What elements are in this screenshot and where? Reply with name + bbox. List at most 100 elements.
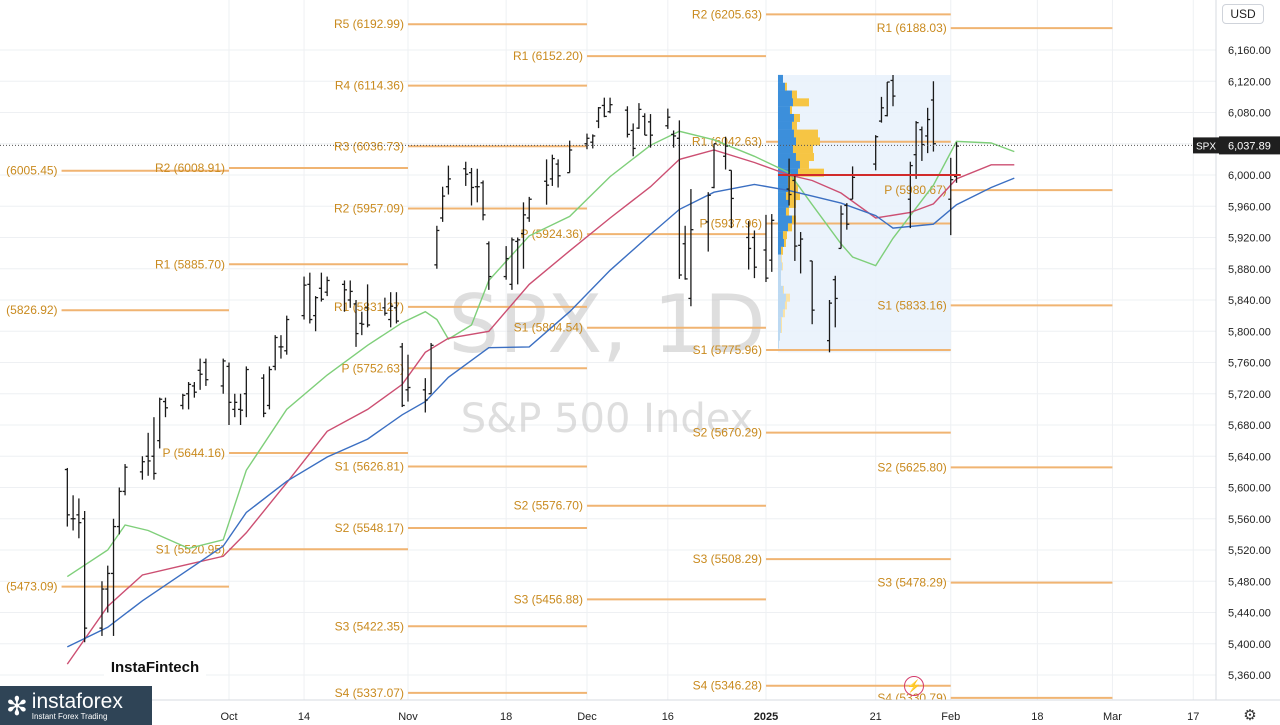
pivot-label: S1 (5626.81) (335, 460, 404, 474)
price-tick-label: 6,000.00 (1228, 170, 1271, 182)
moving-average-line-3 (66, 177, 1015, 648)
volume-profile-bar (777, 145, 793, 154)
volume-profile-bar (777, 254, 781, 263)
volume-profile-bar (787, 223, 792, 232)
value-area (777, 75, 951, 353)
volume-profile-bar (777, 231, 783, 240)
volume-profile-bar (792, 98, 809, 107)
time-tick-label: Dec (577, 711, 597, 723)
pivot-label: R4 (6114.36) (335, 79, 404, 93)
price-tick-label: 5,920.00 (1228, 233, 1271, 245)
volume-profile-bar (777, 301, 785, 310)
price-tick-label: 5,360.00 (1228, 670, 1271, 682)
volume-profile-bar (777, 278, 781, 287)
pivot-label: (5826.92) (6, 303, 57, 317)
pivot-label: S3 (5456.88) (514, 592, 583, 606)
volume-profile-bar (797, 168, 824, 177)
pivot-label: S1 (5804.54) (514, 321, 583, 335)
volume-profile-bar (784, 82, 787, 91)
time-tick-label: 21 (870, 711, 882, 723)
volume-profile-bar (793, 113, 800, 122)
volume-profile-bar (791, 90, 797, 99)
price-tick-label: 6,160.00 (1228, 45, 1271, 57)
moving-average-line-2 (66, 149, 1015, 665)
instaforex-logo-icon: ✻ (6, 690, 28, 721)
volume-profile-bar (777, 176, 788, 185)
volume-profile-bar (780, 317, 782, 326)
volume-profile-bar (780, 324, 782, 333)
time-tick-label: 18 (1031, 711, 1043, 723)
pivot-label: S2 (5625.80) (877, 460, 946, 474)
pivot-label: R5 (6192.99) (334, 17, 404, 31)
pivot-label: R1 (5885.70) (155, 257, 225, 271)
volume-profile-bar (777, 238, 784, 247)
price-tick-label: 6,120.00 (1228, 76, 1271, 88)
volume-profile-bar (780, 254, 782, 263)
volume-profile-bar (795, 137, 820, 146)
volume-profile-bar (777, 223, 788, 232)
pivot-label: P (5980.67) (884, 183, 947, 197)
volume-profile-bar (785, 207, 789, 216)
volume-profile-bar (781, 262, 783, 271)
time-tick-label: 16 (662, 711, 674, 723)
volume-profile-bar (777, 262, 782, 271)
pivot-label: S2 (5576.70) (514, 499, 583, 513)
instaforex-logo-tagline: Instant Forex Trading (31, 711, 108, 721)
volume-profile-bar (799, 160, 809, 169)
price-tick-label: 5,840.00 (1228, 295, 1271, 307)
instafintech-logo: InstaFintech (104, 646, 206, 688)
volume-profile-bar (785, 192, 800, 201)
volume-profile-bar (792, 145, 813, 154)
time-tick-label: 17 (1187, 711, 1199, 723)
pivot-label: P (5644.16) (163, 446, 226, 460)
time-tick-label: Mar (1103, 711, 1122, 723)
pivot-label: S1 (5520.95) (156, 542, 225, 556)
price-tick-label: 5,800.00 (1228, 326, 1271, 338)
price-tick-label: 5,680.00 (1228, 420, 1271, 432)
last-price-label: 6,037.89 (1228, 140, 1271, 152)
time-tick-label: Feb (941, 711, 960, 723)
gear-icon[interactable]: ⚙ (1243, 707, 1257, 724)
volume-profile-bar (777, 82, 785, 91)
volume-profile-bar (777, 74, 783, 83)
volume-profile-bar (777, 129, 794, 138)
last-price-tag (1219, 136, 1280, 155)
volume-profile-bar (791, 121, 797, 130)
volume-profile-bar (793, 129, 818, 138)
volume-profile-bar (777, 215, 792, 224)
price-tick-label: 5,640.00 (1228, 451, 1271, 463)
watermark-title: SPX, 1D (448, 278, 765, 371)
volume-profile-bar (777, 153, 796, 162)
volume-profile-bar (784, 301, 787, 310)
pivot-label: S2 (5548.17) (335, 521, 404, 535)
time-tick-label: Oct (220, 711, 237, 723)
volume-profile-bar (777, 121, 792, 130)
time-tick-label: 2025 (754, 711, 778, 723)
price-tick-label: 5,600.00 (1228, 483, 1271, 495)
pivot-label: R3 (6036.73) (334, 139, 404, 153)
volume-profile-bar (789, 106, 792, 115)
volume-profile-bar (777, 184, 788, 193)
pivot-label: S3 (5422.35) (335, 619, 404, 633)
pivot-label: S3 (5478.29) (877, 576, 946, 590)
volume-profile-bar (788, 199, 796, 208)
currency-button[interactable]: USD (1222, 4, 1264, 24)
time-tick-label: Nov (398, 711, 418, 723)
price-tick-label: 5,960.00 (1228, 201, 1271, 213)
volume-profile-bar (777, 317, 781, 326)
volume-profile-bar (777, 106, 790, 115)
volume-profile-bar (777, 192, 786, 201)
pivot-label: S4 (5337.07) (335, 686, 404, 700)
price-tick-label: 5,720.00 (1228, 389, 1271, 401)
price-axis-bg (1216, 0, 1280, 725)
instaforex-logo: ✻ instaforex Instant Forex Trading (0, 686, 152, 725)
time-axis-bg (0, 700, 1216, 725)
volume-profile-bar (783, 238, 786, 247)
time-tick-label: 14 (298, 711, 310, 723)
volume-profile-bar (777, 90, 792, 99)
volume-profile-bar (780, 246, 783, 255)
volume-profile-bar (777, 113, 794, 122)
lightning-icon[interactable]: ⚡ (904, 676, 924, 696)
price-tick-label: 6,080.00 (1228, 108, 1271, 120)
